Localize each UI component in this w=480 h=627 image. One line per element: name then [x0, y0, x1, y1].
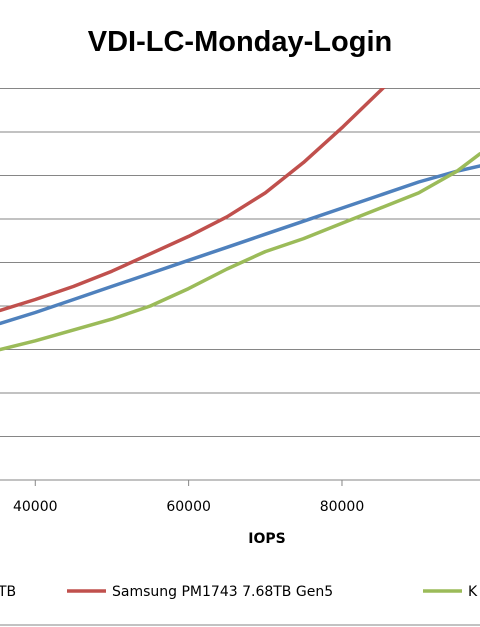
series-lines [0, 88, 480, 352]
legend: TB Samsung PM1743 7.68TB Gen5 K [0, 584, 478, 600]
x-tick-label: 40000 [13, 499, 58, 515]
series-line-2 [0, 88, 386, 313]
x-tick-label: 80000 [320, 499, 365, 515]
x-axis-label: IOPS [248, 531, 285, 547]
x-ticks: 40000 60000 80000 [13, 480, 364, 515]
series-line-3 [0, 152, 480, 352]
legend-label-3: K [468, 584, 478, 600]
chart-title: VDI-LC-Monday-Login [88, 26, 392, 58]
legend-label-2: Samsung PM1743 7.68TB Gen5 [112, 584, 333, 600]
series-line-1 [0, 164, 480, 326]
x-tick-label: 60000 [166, 499, 211, 515]
legend-label-1: TB [0, 584, 16, 600]
